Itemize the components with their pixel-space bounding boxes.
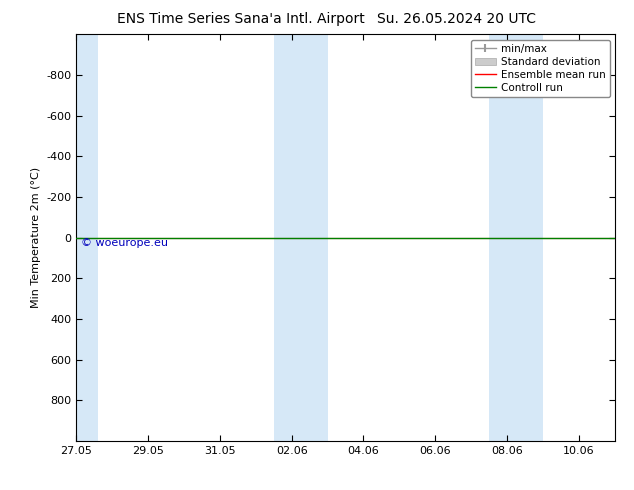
Legend: min/max, Standard deviation, Ensemble mean run, Controll run: min/max, Standard deviation, Ensemble me…	[470, 40, 610, 97]
Bar	[489, 34, 543, 441]
Text: ENS Time Series Sana'a Intl. Airport: ENS Time Series Sana'a Intl. Airport	[117, 12, 365, 26]
Y-axis label: Min Temperature 2m (°C): Min Temperature 2m (°C)	[30, 167, 41, 308]
Text: Su. 26.05.2024 20 UTC: Su. 26.05.2024 20 UTC	[377, 12, 536, 26]
Bar	[72, 34, 98, 441]
Bar	[274, 34, 328, 441]
Text: © woeurope.eu: © woeurope.eu	[81, 239, 169, 248]
